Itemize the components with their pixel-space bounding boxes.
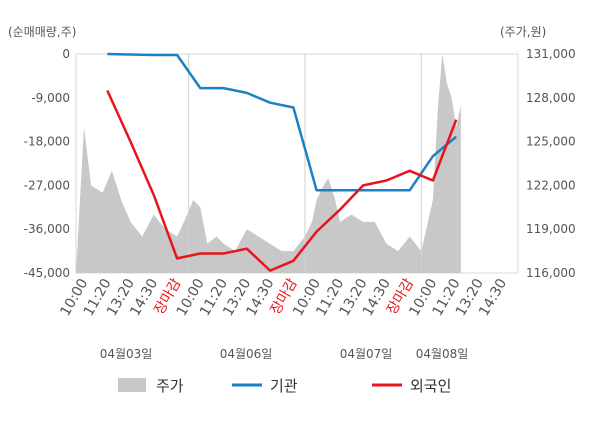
legend-label-foreign: 외국인 [410, 377, 451, 395]
left-tick-label: -9,000 [31, 91, 70, 105]
right-tick-label: 131,000 [526, 47, 576, 61]
left-tick-label: -36,000 [24, 222, 70, 236]
right-tick-label: 122,000 [526, 178, 576, 192]
left-tick-label: -45,000 [24, 266, 70, 280]
date-label: 04월03일 [100, 347, 153, 361]
date-label: 04월06일 [220, 347, 273, 361]
left-axis-unit: (순매매량,주) [8, 25, 76, 39]
right-tick-label: 128,000 [526, 91, 576, 105]
legend-label-price: 주가 [156, 377, 184, 395]
legend-swatch-price [118, 378, 146, 392]
price-area [76, 54, 461, 273]
right-axis-unit: (주가,원) [500, 25, 546, 39]
legend: 주가 기관 외국인 [118, 377, 451, 395]
left-axis-ticks: 0 -9,000 -18,000 -27,000 -36,000 -45,000 [24, 47, 70, 280]
left-tick-label: -18,000 [24, 135, 70, 149]
series-line-foreign [106, 89, 458, 272]
date-label: 04월08일 [416, 347, 469, 361]
left-tick-label: 0 [62, 47, 70, 61]
right-tick-label: 119,000 [526, 222, 576, 236]
right-axis-ticks: 131,000 128,000 125,000 122,000 119,000 116,0… [526, 47, 576, 280]
series-line-institution [107, 52, 458, 192]
left-tick-label: -27,000 [24, 178, 70, 192]
right-tick-label: 116,000 [526, 266, 576, 280]
date-labels: 04월03일 04월06일 04월07일 04월08일 [100, 347, 469, 361]
grid-layer [188, 54, 422, 273]
x-axis-ticks: 10:0011:2013:2014:30장마감10:0011:2013:2014… [57, 276, 510, 319]
date-label: 04월07일 [340, 347, 393, 361]
series-line-layer [106, 52, 458, 272]
legend-label-institution: 기관 [270, 377, 298, 395]
right-tick-label: 125,000 [526, 135, 576, 149]
price-area-layer [76, 54, 461, 273]
